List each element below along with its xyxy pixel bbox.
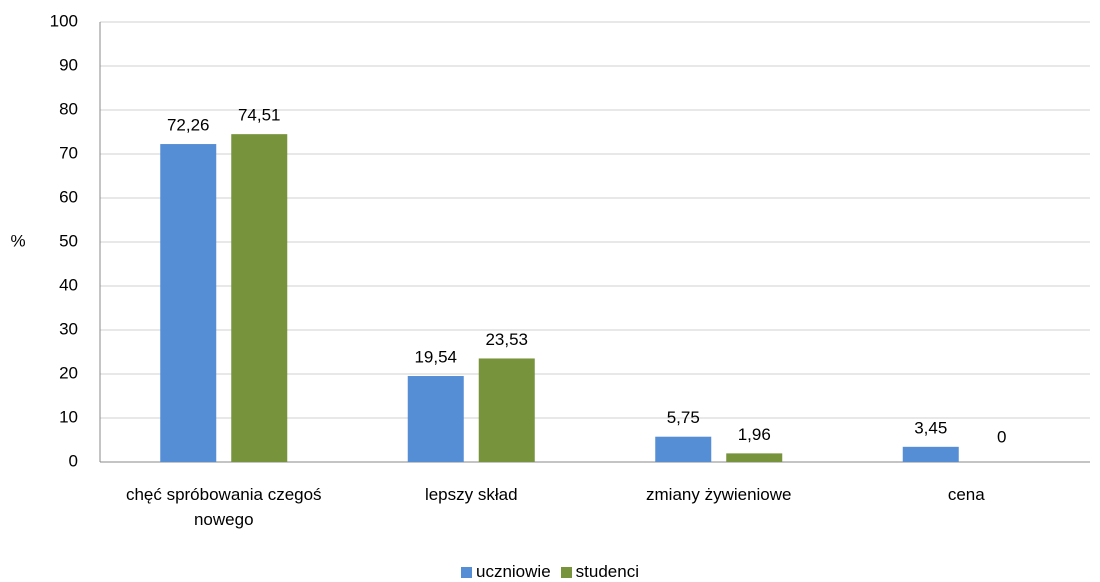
data-label: 72,26: [167, 116, 210, 135]
data-label: 3,45: [914, 418, 947, 437]
x-tick-label: lepszy skład: [424, 485, 518, 504]
x-tick-label: cena: [947, 485, 985, 504]
y-tick-label: 90: [59, 55, 78, 74]
data-label: 1,96: [738, 425, 771, 444]
y-tick-label: 0: [69, 451, 78, 470]
y-tick-label: 60: [59, 187, 78, 206]
bar: [231, 134, 288, 462]
legend-label: studenci: [575, 562, 639, 581]
y-tick-label: 10: [59, 407, 78, 426]
legend-item: uczniowie: [461, 562, 551, 582]
y-tick-label: 30: [59, 319, 78, 338]
legend-item: studenci: [560, 562, 639, 582]
data-label: 5,75: [667, 408, 700, 427]
bar: [407, 376, 464, 462]
legend: uczniowie studenci: [0, 562, 1100, 582]
y-axis-label: %: [10, 231, 25, 250]
x-tick-label: zmiany żywieniowe: [646, 485, 792, 504]
y-tick-label: 100: [50, 11, 78, 30]
data-label: 19,54: [414, 348, 457, 367]
legend-swatch: [461, 566, 472, 578]
bar: [902, 446, 959, 462]
y-tick-label: 70: [59, 143, 78, 162]
data-label: 74,51: [238, 106, 281, 125]
bar: [655, 436, 712, 462]
bar: [478, 358, 535, 462]
x-tick-label: chęć spróbowania czegoś nowego: [125, 485, 322, 529]
data-label: 0: [997, 427, 1006, 446]
bar: [160, 144, 217, 462]
y-tick-label: 50: [59, 231, 78, 250]
data-label: 23,53: [485, 330, 528, 349]
y-tick-label: 20: [59, 363, 78, 382]
legend-swatch: [560, 566, 572, 578]
bar: [726, 453, 783, 462]
y-tick-label: 40: [59, 275, 78, 294]
legend-label: uczniowie: [476, 562, 551, 581]
y-tick-label: 80: [59, 99, 78, 118]
